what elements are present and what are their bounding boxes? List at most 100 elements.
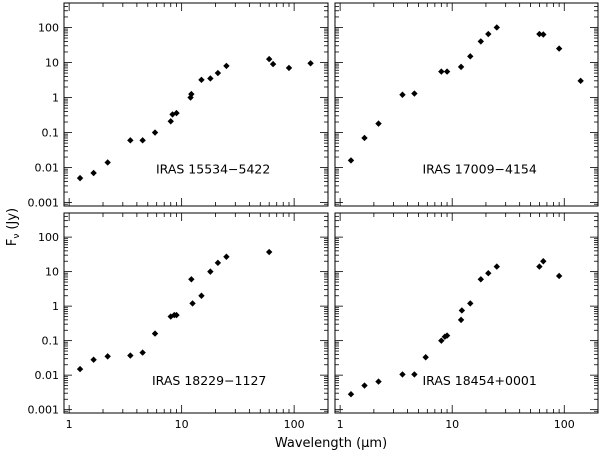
panel-frame [63, 212, 329, 414]
data-point [151, 129, 159, 136]
data-point [347, 157, 355, 164]
data-point [167, 118, 174, 125]
data-point [411, 90, 418, 97]
data-point [347, 391, 355, 398]
data-point [207, 268, 214, 275]
data-point [173, 311, 180, 319]
data-point [411, 371, 418, 378]
y-tick-label: 10 [45, 266, 59, 279]
data-point [223, 62, 230, 70]
data-point [467, 300, 474, 307]
data-point [104, 159, 111, 166]
panel-frame [63, 2, 329, 207]
y-tick-label: 100 [38, 231, 59, 244]
data-point [399, 371, 406, 378]
x-tick-label: 100 [554, 418, 575, 431]
y-tick-label: 0.01 [35, 162, 60, 175]
data-point [361, 382, 368, 389]
data-point [189, 300, 196, 307]
y-tick-label: 1 [52, 300, 59, 313]
data-point [90, 356, 97, 363]
data-point [485, 30, 492, 38]
data-point [104, 353, 111, 360]
data-point [139, 349, 146, 356]
x-tick-label: 100 [284, 418, 305, 431]
chart-panel-1: 0.001 0.01 0.1 1 10 100 IRAS 15534−5422 [28, 2, 329, 210]
data-point [477, 38, 485, 45]
y-tick-label: 0.001 [28, 404, 60, 417]
data-point [285, 64, 293, 72]
data-point [438, 337, 445, 344]
y-axis-title-sub: ν [12, 234, 22, 239]
data-point [536, 30, 543, 38]
data-point [139, 137, 146, 144]
data-point [214, 259, 222, 267]
data-point [555, 45, 563, 52]
data-point [458, 307, 466, 314]
y-tick-label: 0.001 [28, 197, 60, 210]
data-point [76, 365, 84, 373]
data-point [90, 169, 97, 177]
data-point [207, 75, 214, 82]
y-tick-label: 10 [45, 57, 59, 70]
data-point [422, 354, 429, 361]
data-point [555, 272, 563, 280]
data-point [361, 134, 368, 142]
data-point [477, 276, 485, 283]
data-point [173, 109, 180, 117]
y-axis-title-unit: (Jy) [5, 208, 20, 230]
data-point [265, 248, 273, 256]
data-point [151, 330, 159, 337]
data-point [76, 174, 84, 182]
y-tick-label: 0.1 [42, 335, 60, 348]
data-point [493, 263, 500, 270]
data-point [375, 378, 382, 385]
panel-frame [334, 2, 599, 207]
y-axis-title: Fν (Jy) [5, 208, 22, 246]
data-point [540, 31, 547, 38]
x-tick-label: 10 [175, 418, 189, 431]
y-axis-title-main: F [5, 239, 20, 246]
data-point [536, 263, 543, 270]
x-tick-label: 1 [66, 418, 73, 431]
data-point [188, 90, 195, 98]
data-point [540, 258, 547, 265]
x-tick-label: 1 [337, 418, 344, 431]
data-point [223, 253, 230, 260]
panels-group: 0.001 0.01 0.1 1 10 100 IRAS 15534−5422 IRAS 17… [28, 2, 599, 431]
data-point [438, 68, 445, 75]
x-tick-label: 10 [445, 418, 459, 431]
data-point [375, 120, 382, 127]
data-point [269, 60, 277, 68]
chart-panel-4: 1 10 100 IRAS 18454+0001 [334, 212, 599, 431]
y-tick-label: 1 [52, 92, 59, 105]
data-point [443, 332, 451, 339]
data-point [493, 24, 500, 31]
panel-label: IRAS 18454+0001 [422, 373, 536, 388]
data-point [577, 77, 584, 85]
data-point [457, 316, 465, 324]
data-point [198, 292, 205, 299]
data-point [485, 270, 492, 277]
chart-panel-3: 0.001 0.01 0.1 1 10 100 1 10 100 IRAS 18229−1127 [28, 212, 329, 431]
y-tick-label: 0.1 [42, 127, 60, 140]
y-tick-label: 0.01 [35, 369, 60, 382]
data-point [457, 63, 465, 71]
data-point [399, 91, 406, 98]
panel-label: IRAS 18229−1127 [152, 373, 266, 388]
panel-label: IRAS 15534−5422 [156, 162, 270, 177]
data-point [265, 55, 273, 63]
chart-panel-2: IRAS 17009−4154 [334, 2, 599, 207]
data-point [127, 137, 134, 144]
panel-label: IRAS 17009−4154 [422, 162, 536, 177]
panel-frame [334, 212, 599, 414]
data-point [307, 60, 314, 67]
data-point [198, 76, 205, 84]
data-point [443, 68, 451, 75]
x-axis-title: Wavelength (μm) [275, 436, 387, 451]
data-point [214, 69, 222, 77]
y-tick-label: 100 [38, 21, 59, 34]
data-point [127, 352, 134, 359]
data-point [467, 53, 474, 60]
